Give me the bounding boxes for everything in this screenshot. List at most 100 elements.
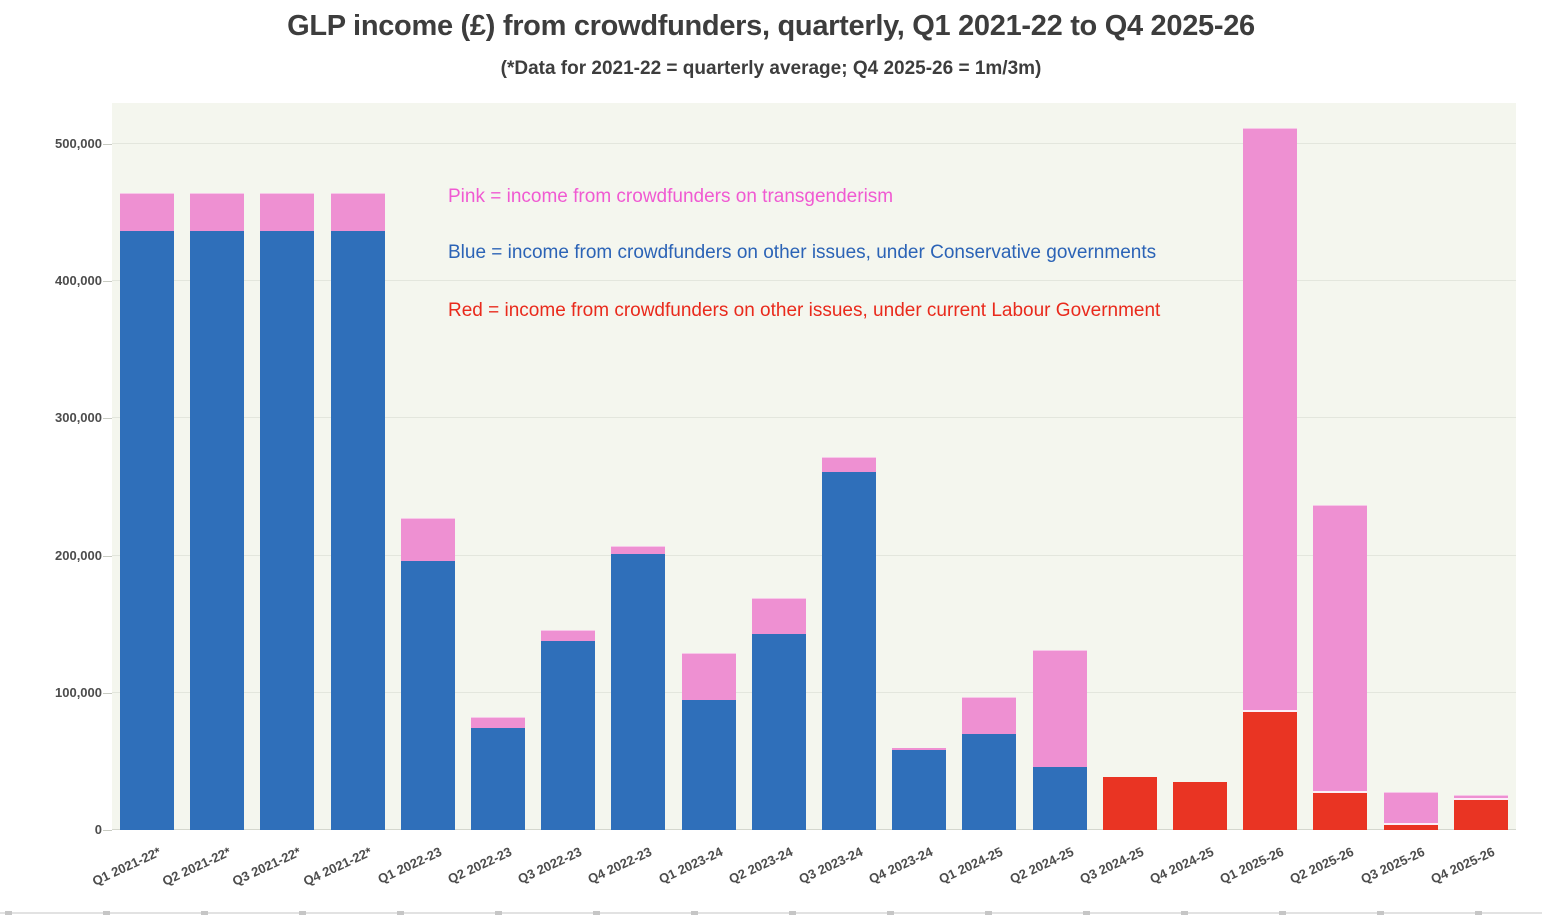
bar-segment	[611, 546, 665, 554]
divider-ticks	[5, 911, 1537, 915]
bar-segment	[120, 231, 174, 830]
y-tick	[103, 281, 112, 282]
bar-segment	[401, 561, 455, 830]
x-axis-label: Q4 2021-22*	[301, 844, 375, 889]
bar-segment	[541, 641, 595, 830]
bar-q2-2021-22-	[190, 193, 244, 830]
bar-q4-2022-23	[611, 546, 665, 830]
bar-segment	[190, 193, 244, 231]
x-axis-label: Q4 2024-25	[1147, 844, 1217, 887]
bar-segment	[1454, 795, 1508, 800]
y-tick	[103, 418, 112, 419]
y-axis-label: 100,000	[55, 685, 102, 700]
bar-segment	[1384, 825, 1438, 830]
bar-segment	[822, 472, 876, 830]
bar-segment	[120, 193, 174, 231]
x-axis-label: Q4 2022-23	[585, 844, 655, 887]
bar-segment	[682, 653, 736, 700]
bar-segment	[962, 697, 1016, 734]
x-axis-label: Q3 2025-26	[1358, 844, 1428, 887]
x-axis-label: Q1 2023-24	[656, 844, 726, 887]
bar-segment	[1243, 128, 1297, 712]
x-axis-label: Q3 2021-22*	[230, 844, 304, 889]
x-axis-label: Q1 2025-26	[1217, 844, 1287, 887]
x-axis-label: Q2 2021-22*	[160, 844, 234, 889]
bar-q3-2023-24	[822, 457, 876, 830]
bar-segment	[541, 630, 595, 641]
page-title: GLP income (£) from crowdfunders, quarte…	[287, 10, 1255, 42]
x-axis-label: Q4 2025-26	[1428, 844, 1498, 887]
bar-segment	[752, 634, 806, 830]
y-axis-label: 400,000	[55, 273, 102, 288]
bar-segment	[1313, 793, 1367, 830]
bar-q1-2023-24	[682, 653, 736, 830]
page-subtitle: (*Data for 2021-22 = quarterly average; …	[500, 58, 1042, 79]
bar-segment	[892, 750, 946, 830]
x-axis-label: Q2 2025-26	[1287, 844, 1357, 887]
bar-q3-2025-26	[1384, 792, 1438, 830]
cropped-table-edge	[0, 911, 1542, 918]
bar-q3-2021-22-	[260, 193, 314, 830]
bar-q3-2022-23	[541, 630, 595, 830]
x-axis-label: Q1 2021-22*	[90, 844, 164, 889]
x-axis-label: Q2 2023-24	[726, 844, 796, 887]
bar-segment	[190, 231, 244, 830]
bar-q2-2022-23	[471, 717, 525, 830]
gridline-100,000	[112, 692, 1516, 693]
bar-q2-2023-24	[752, 598, 806, 830]
bar-q4-2025-26	[1454, 795, 1508, 830]
gridline-500,000	[112, 143, 1516, 144]
bar-segment	[752, 598, 806, 634]
y-axis-label: 0	[94, 822, 102, 837]
y-tick	[103, 693, 112, 694]
bar-segment	[1033, 767, 1087, 830]
gridline-0	[112, 829, 1516, 830]
bar-q1-2024-25	[962, 697, 1016, 830]
bar-segment	[260, 231, 314, 830]
bar-q1-2025-26	[1243, 128, 1297, 830]
y-tick	[103, 556, 112, 557]
plot-area	[112, 103, 1516, 830]
bar-segment	[331, 231, 385, 830]
gridline-400,000	[112, 280, 1516, 281]
bar-segment	[1033, 650, 1087, 767]
bar-q1-2021-22-	[120, 193, 174, 830]
bar-q3-2024-25	[1103, 777, 1157, 830]
x-axis-label: Q1 2024-25	[936, 844, 1006, 887]
bar-q4-2023-24	[892, 748, 946, 830]
bar-segment	[401, 518, 455, 561]
bar-q4-2021-22-	[331, 193, 385, 830]
bar-q2-2025-26	[1313, 505, 1367, 830]
bar-segment	[822, 457, 876, 472]
y-axis-label: 200,000	[55, 548, 102, 563]
bar-q1-2022-23	[401, 518, 455, 830]
bar-q4-2024-25	[1173, 782, 1227, 830]
bar-segment	[682, 700, 736, 830]
bar-segment	[1313, 505, 1367, 793]
bar-segment	[1243, 712, 1297, 830]
bar-q2-2024-25	[1033, 650, 1087, 830]
x-axis-label: Q3 2023-24	[796, 844, 866, 887]
bar-segment	[1103, 777, 1157, 830]
bar-segment	[260, 193, 314, 231]
y-tick	[103, 144, 112, 145]
y-axis-label: 500,000	[55, 136, 102, 151]
x-axis-label: Q2 2024-25	[1007, 844, 1077, 887]
bar-segment	[962, 734, 1016, 830]
y-axis-label: 300,000	[55, 410, 102, 425]
bar-segment	[1454, 800, 1508, 830]
bar-segment	[611, 554, 665, 830]
legend-item-pink: Pink = income from crowdfunders on trans…	[448, 186, 894, 207]
x-axis-label: Q1 2022-23	[375, 844, 445, 887]
y-tick	[103, 830, 112, 831]
x-axis-label: Q4 2023-24	[866, 844, 936, 887]
bar-segment	[1173, 782, 1227, 830]
legend-item-blue: Blue = income from crowdfunders on other…	[448, 242, 1157, 263]
x-axis-label: Q3 2022-23	[515, 844, 585, 887]
legend-item-red: Red = income from crowdfunders on other …	[448, 300, 1161, 321]
bar-segment	[471, 717, 525, 728]
x-axis-label: Q3 2024-25	[1077, 844, 1147, 887]
gridline-200,000	[112, 555, 1516, 556]
gridline-300,000	[112, 417, 1516, 418]
